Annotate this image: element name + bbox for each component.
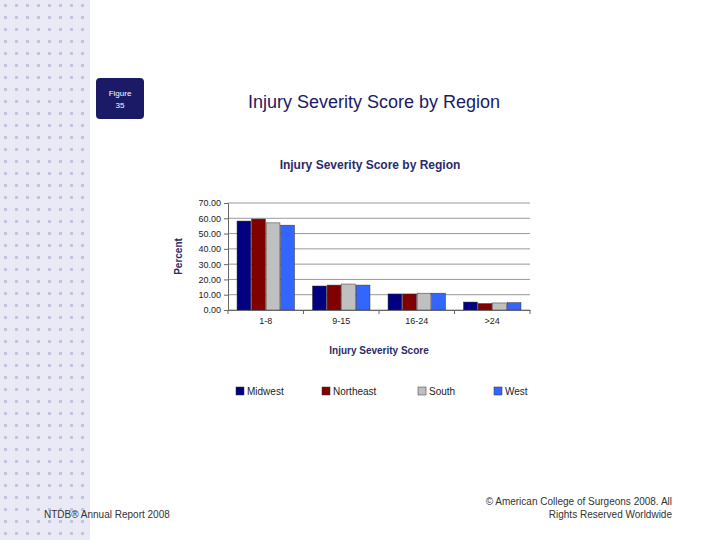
figure-number: 35 (116, 101, 125, 110)
y-tick-mark (224, 218, 228, 219)
bar (507, 303, 521, 310)
x-tick: 16-24 (405, 310, 428, 326)
bar (493, 303, 507, 310)
legend-item: Midwest (236, 386, 284, 397)
x-tick: 1-8 (259, 310, 272, 326)
y-tick: 40.00 (198, 244, 228, 254)
bar (356, 285, 370, 310)
y-tick-label: 40.00 (198, 244, 221, 254)
y-tick-mark (224, 249, 228, 250)
legend-label: Northeast (333, 386, 377, 397)
bar (432, 293, 446, 310)
legend-item: Northeast (322, 386, 377, 397)
y-tick: 70.00 (198, 198, 228, 208)
x-tick-label: >24 (485, 316, 500, 326)
y-axis-line (224, 204, 229, 311)
bar (281, 225, 295, 310)
grid (228, 203, 530, 310)
grid-line (228, 203, 530, 204)
y-axis-title: Percent (173, 237, 184, 274)
grid-line (228, 218, 530, 219)
x-separator (379, 310, 380, 314)
bar (266, 223, 280, 310)
y-tick-label: 60.00 (198, 214, 221, 224)
y-tick-label: 70.00 (198, 198, 221, 208)
bar (464, 302, 478, 310)
y-tick-mark (224, 310, 228, 311)
footer-left: NTDB® Annual Report 2008 (44, 509, 170, 520)
legend-item: West (494, 386, 528, 397)
legend-label: West (505, 386, 528, 397)
bar (327, 285, 341, 310)
y-tick-mark (224, 279, 228, 280)
y-tick-mark (224, 295, 228, 296)
legend-swatch (494, 387, 502, 395)
legend: Midwest Northeast South West (236, 386, 528, 397)
bar (313, 286, 327, 310)
legend-label: South (429, 386, 455, 397)
bar (388, 294, 402, 310)
y-tick-mark (224, 264, 228, 265)
legend-label: Midwest (247, 386, 284, 397)
x-tick-label: 16-24 (405, 316, 428, 326)
y-axis: 0.00 10.00 20.00 30.00 40.00 50.00 60.00 70.00 (198, 198, 228, 315)
bar (342, 284, 356, 310)
y-tick: 20.00 (198, 275, 228, 285)
footer-right: Rights Reserved Worldwide (549, 509, 673, 520)
x-axis: 1-8 9-15 16-24 >24 (229, 310, 531, 326)
x-tick-label: 1-8 (259, 316, 272, 326)
slide: Figure 35 Injury Severity Score by Region N… (0, 0, 720, 540)
x-separator (303, 310, 304, 314)
bar (417, 293, 431, 310)
x-axis-title: Injury Severity Score (329, 345, 429, 356)
bar (237, 221, 251, 310)
x-separator (454, 310, 455, 314)
y-tick: 0.00 (203, 305, 228, 315)
bars (237, 219, 521, 310)
y-tick-mark (224, 234, 228, 235)
footer-right: © American College of Surgeons 2008. All (486, 496, 672, 507)
x-tick-label: 9-15 (332, 316, 350, 326)
y-tick: 10.00 (198, 290, 228, 300)
bar (403, 294, 417, 310)
slide-title: Injury Severity Score by Region (248, 92, 500, 112)
x-tick: 9-15 (332, 310, 350, 326)
y-tick-label: 20.00 (198, 275, 221, 285)
y-tick: 50.00 (198, 229, 228, 239)
chart-title: Injury Severity Score by Region (280, 158, 461, 172)
y-tick: 30.00 (198, 260, 228, 270)
side-stripe (0, 0, 90, 540)
y-tick-mark (224, 203, 228, 204)
legend-swatch (418, 387, 426, 395)
x-separator (228, 310, 229, 314)
y-tick-label: 0.00 (203, 305, 221, 315)
legend-item: South (418, 386, 455, 397)
x-separator (530, 310, 531, 314)
y-tick: 60.00 (198, 214, 228, 224)
figure-box (96, 78, 144, 119)
legend-swatch (236, 387, 244, 395)
legend-swatch (322, 387, 330, 395)
bar (478, 304, 492, 310)
y-tick-label: 30.00 (198, 260, 221, 270)
y-tick-label: 10.00 (198, 290, 221, 300)
bar (252, 219, 266, 310)
y-tick-label: 50.00 (198, 229, 221, 239)
x-separators (228, 310, 530, 314)
x-tick: >24 (485, 310, 500, 326)
figure-label: Figure (109, 89, 132, 98)
